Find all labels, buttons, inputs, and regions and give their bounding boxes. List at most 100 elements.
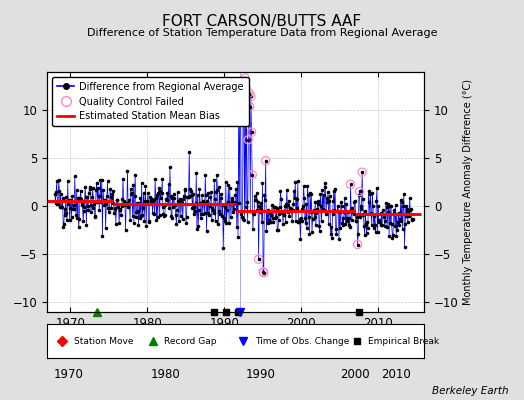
Point [319,206,327,212]
Point [219,244,227,251]
Point [150,210,159,217]
Point [140,198,149,204]
Point [278,210,286,216]
Point [321,180,329,186]
Point [294,218,303,225]
Point [400,244,409,250]
Point [137,213,145,220]
Point [219,202,227,208]
Point [143,197,151,204]
Point [239,78,247,84]
Point [176,196,184,202]
Point [313,206,321,212]
Point [237,210,245,217]
Point [145,218,153,224]
Point [97,177,106,183]
Point [140,217,148,224]
Point [58,195,67,201]
Point [259,269,267,275]
Point [353,241,362,248]
Point [71,198,80,204]
Point [119,176,127,182]
Point [334,208,343,214]
Point [228,209,237,215]
Point [275,217,283,224]
Point [110,210,118,217]
Point [258,179,267,186]
Point [232,186,241,193]
Point [343,215,351,221]
Point [61,212,69,218]
Point [239,108,248,115]
Point [222,220,231,226]
Point [306,189,314,196]
Point [332,226,340,232]
Point [195,186,204,192]
Point [85,190,93,196]
Point [126,186,135,192]
Point [100,202,108,208]
Point [53,201,62,208]
Point [350,210,358,217]
Point [228,198,236,204]
Point [179,196,188,202]
Y-axis label: Monthly Temperature Anomaly Difference (°C): Monthly Temperature Anomaly Difference (… [463,79,473,305]
Point [216,210,224,217]
Point [111,206,119,212]
Point [402,213,411,220]
Point [406,195,414,201]
Point [161,202,170,208]
Point [265,219,274,225]
Point [165,204,173,211]
Point [361,232,369,238]
Point [72,212,80,218]
Point [314,198,323,204]
Point [202,228,211,234]
Point [239,108,248,115]
Point [238,214,246,220]
Point [234,234,242,240]
Point [86,209,95,216]
Point [94,193,103,200]
Point [280,211,289,218]
Point [292,196,301,202]
Point [106,186,114,192]
Point [310,207,318,213]
Point [191,207,199,214]
Point [285,213,293,219]
Point [79,218,88,224]
Point [249,226,257,232]
Text: Berkeley Earth: Berkeley Earth [432,386,508,396]
Point [188,192,196,198]
Point [352,218,361,224]
Point [364,188,373,194]
Point [312,210,321,216]
Point [304,214,313,220]
Point [227,194,236,201]
Point [169,204,177,210]
Point [277,196,285,202]
Point [340,208,348,215]
Point [107,205,116,212]
Point [76,195,84,202]
Point [160,212,169,218]
Point [141,183,150,190]
Point [369,224,378,231]
Point [74,195,82,202]
Point [395,210,403,216]
Point [261,158,270,164]
Point [185,193,194,200]
Point [328,235,336,241]
Point [378,207,387,213]
Point [360,223,368,230]
Point [158,175,167,182]
Point [77,196,85,202]
Point [307,191,315,197]
Point [391,222,399,229]
Point [154,190,162,197]
Point [196,215,205,222]
Point [235,97,243,104]
Point [245,104,254,110]
Point [139,190,148,196]
Point [71,173,79,180]
